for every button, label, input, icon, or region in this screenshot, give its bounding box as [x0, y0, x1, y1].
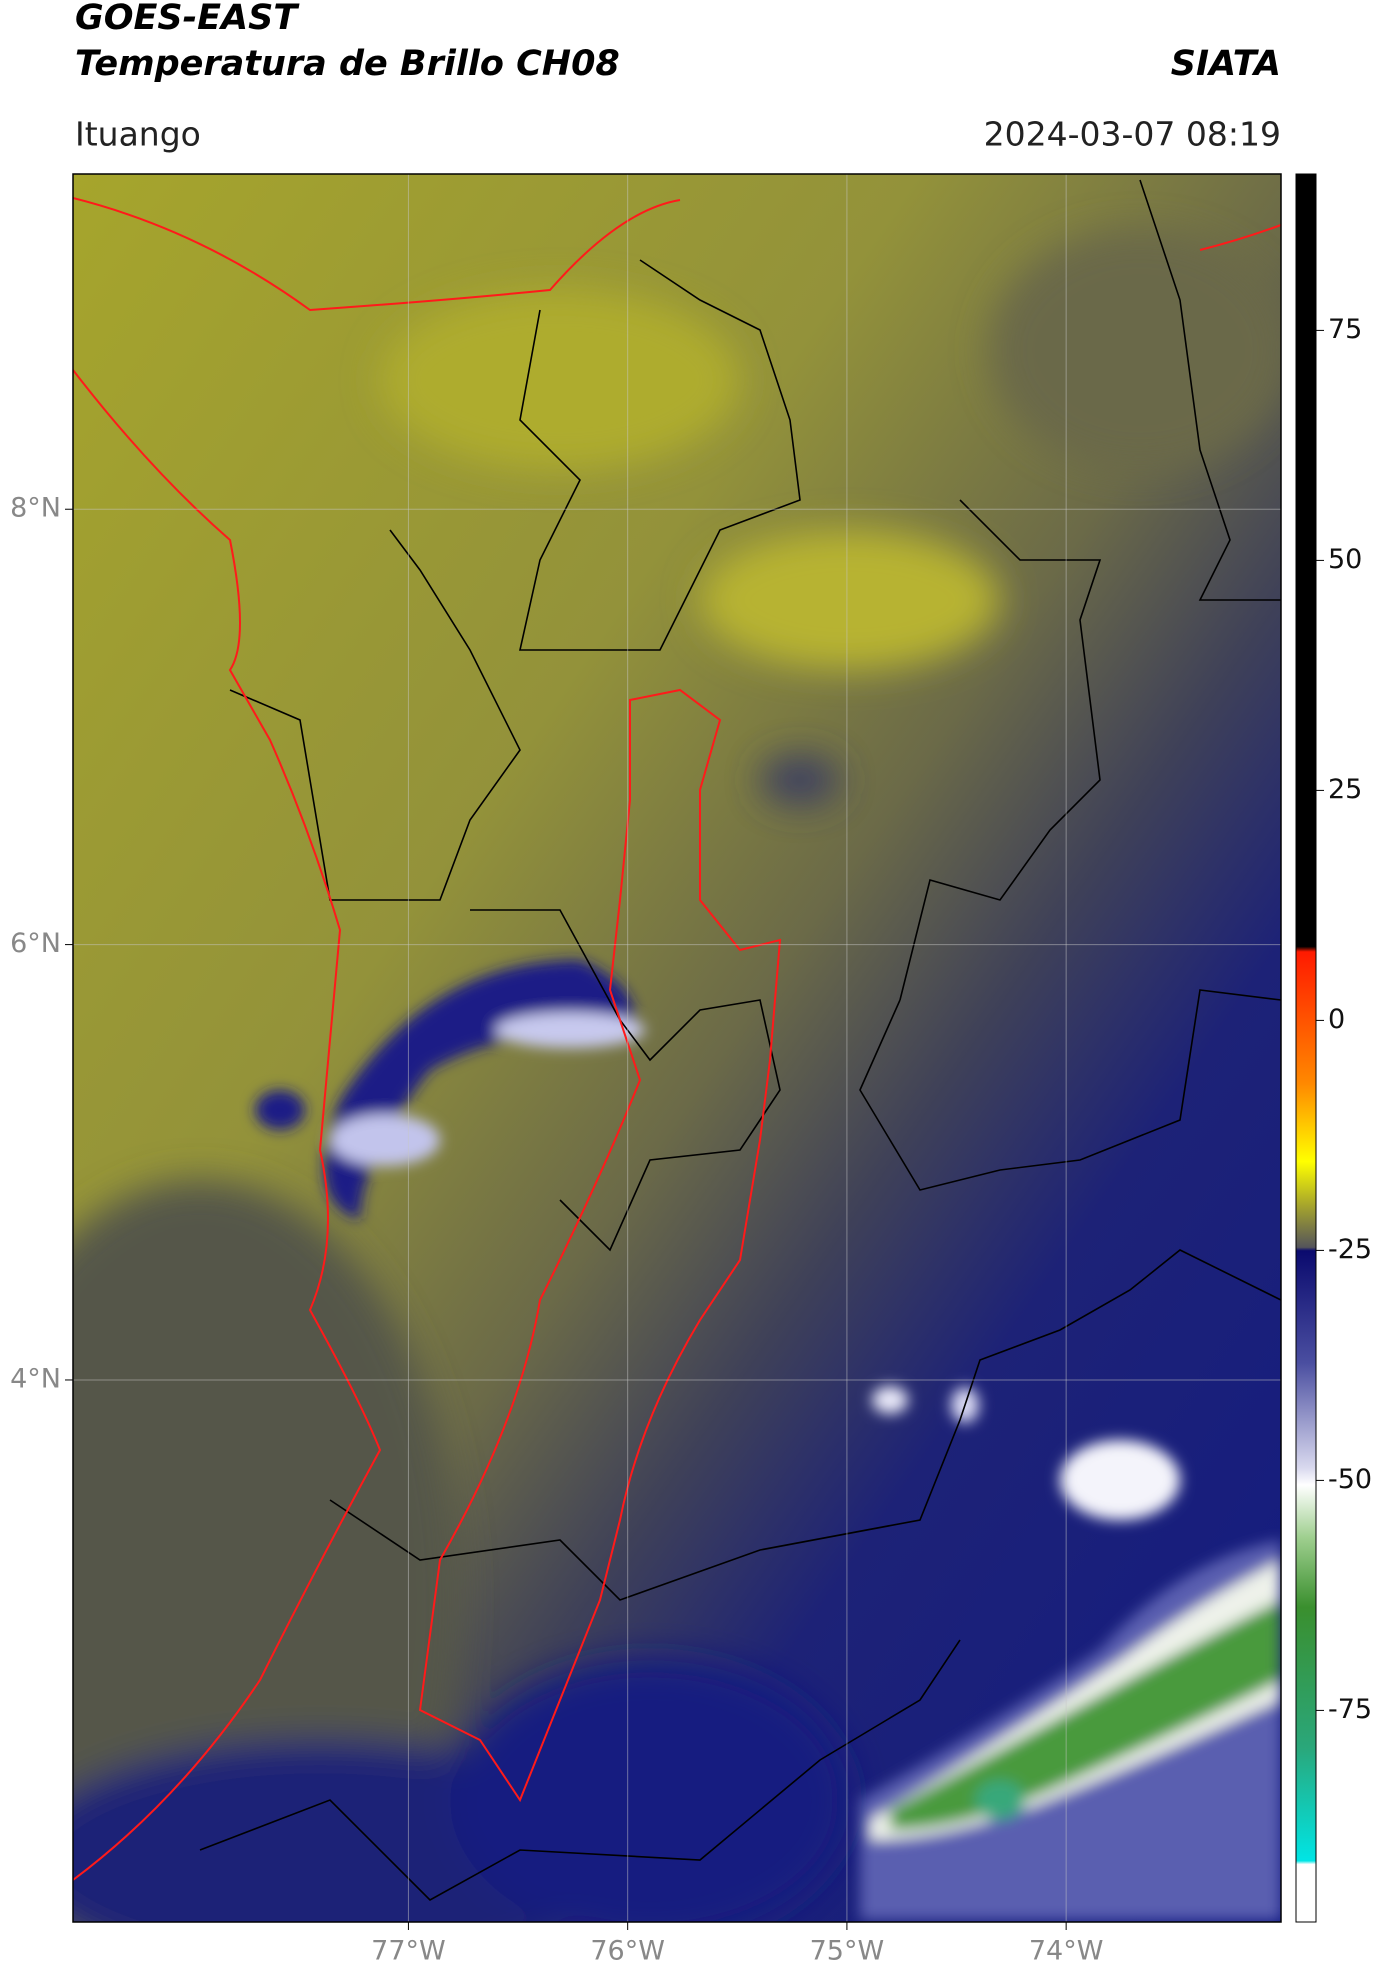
x-tick-label: 75°W — [810, 1936, 885, 1967]
y-tick-label: 6°N — [10, 928, 61, 959]
colorbar-tick-label: 0 — [1328, 1004, 1345, 1035]
datetime: 2024-03-07 08:19 — [984, 115, 1281, 154]
colorbar — [1295, 173, 1317, 1923]
x-tick-label: 76°W — [590, 1936, 665, 1967]
y-tick-label: 8°N — [10, 493, 61, 524]
colorbar-tick-label: 75 — [1328, 314, 1362, 345]
colorbar-tick-label: -50 — [1328, 1464, 1372, 1495]
map-frame — [72, 173, 1282, 1923]
x-tick-label: 77°W — [371, 1936, 446, 1967]
region-borders — [73, 197, 1281, 1881]
x-tick-label: 74°W — [1029, 1936, 1104, 1967]
y-tick-label: 4°N — [10, 1363, 61, 1394]
grid — [73, 174, 1281, 1922]
subtitle: Temperatura de Brillo CH08 — [75, 44, 620, 84]
colorbar-tick-label: -75 — [1328, 1694, 1372, 1725]
source: SIATA — [1171, 44, 1281, 84]
satellite-image — [73, 174, 1281, 1922]
admin-borders — [199, 179, 1281, 1901]
location: Ituango — [75, 115, 201, 154]
title: GOES-EAST — [75, 0, 300, 38]
colorbar-tick-label: -25 — [1328, 1234, 1372, 1265]
colorbar-tick-label: 25 — [1328, 774, 1362, 805]
colorbar-tick-label: 50 — [1328, 544, 1362, 575]
